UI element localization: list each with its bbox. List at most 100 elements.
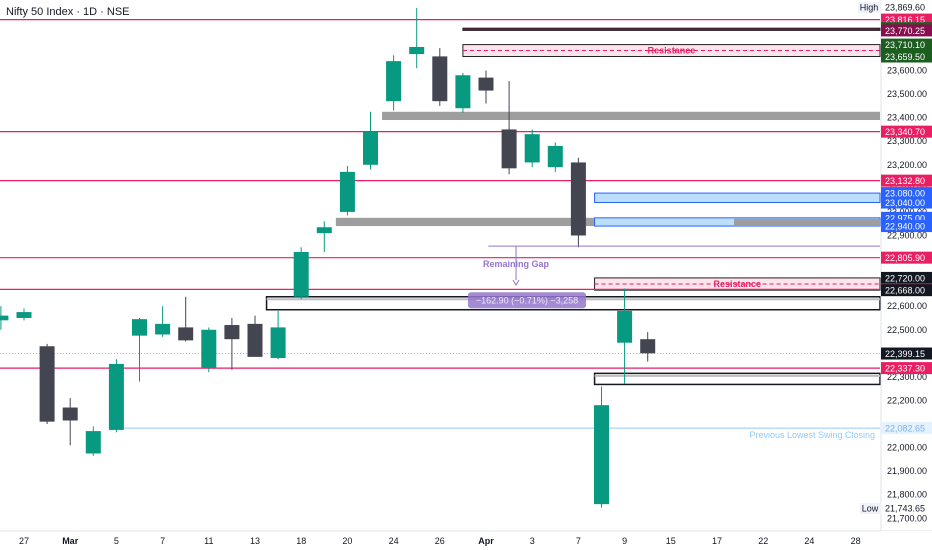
y-tick-label: 22,300.00 [887,372,927,382]
x-tick-label: 24 [804,536,814,546]
x-tick-label: 17 [712,536,722,546]
remaining-gap-label: Remaining Gap [483,259,550,269]
candle-up [409,46,425,55]
zone-blue [594,192,881,204]
candle-up [524,134,540,163]
x-tick-label: 7 [576,536,581,546]
candle-up [201,329,217,368]
zones-layer: Resistance Resistance [265,27,881,386]
candle-down [39,346,55,422]
x-tick-label: Apr [478,536,494,546]
zone-gray [382,111,880,121]
price-tag [881,220,932,233]
price-tag [881,196,932,209]
chart-title: Nifty 50 Index · 1D · NSE [6,6,130,18]
price-tag [881,362,932,375]
candle-up [547,145,563,168]
x-tick-label: 9 [622,536,627,546]
x-tick-label: 18 [296,536,306,546]
high-badge [858,2,880,13]
candle-up [316,227,332,234]
price-tag-label: 22,805.90 [885,253,925,263]
price-tag-label: 22,668.00 [885,286,925,296]
price-tag-label: 23,340.70 [885,127,925,137]
price-axis [881,0,932,531]
x-tick-label: 15 [666,536,676,546]
candle-down [178,327,194,341]
x-tick-label: 28 [851,536,861,546]
price-tag-label: 23,770.25 [885,26,925,36]
candle-up [386,61,402,102]
price-tag [881,347,932,360]
y-tick-label: 22,000.00 [887,443,927,453]
candle-up [363,131,378,165]
candle-up [108,363,124,430]
y-tick-label: 23,400.00 [887,113,927,123]
price-tag [881,187,932,200]
candle-down [501,129,517,169]
low-label: Low [862,504,879,514]
x-tick-label: 20 [342,536,352,546]
y-tick-label: 23,200.00 [887,160,927,170]
resistance-label: Resistance [648,46,696,56]
price-tag [881,284,932,297]
x-tick-label: 22 [758,536,768,546]
corner-area [881,531,932,550]
candle-up [594,405,609,505]
price-tag-label: 22,975.00 [885,213,925,223]
x-tick-label: 3 [530,536,535,546]
price-tag [881,422,932,435]
candle-up [85,431,101,454]
price-tag [881,251,932,264]
price-tag-label: 23,132.80 [885,176,925,186]
price-tag [881,174,932,187]
price-tag-label: 22,940.00 [885,222,925,232]
swing-line-label: Previous Lowest Swing Closing [749,430,875,440]
price-tag-label: 23,816.15 [885,15,925,25]
price-tag [881,1,932,13]
price-tag-label: 23,040.00 [885,198,925,208]
x-tick-label: 26 [435,536,445,546]
candle-up [455,75,471,109]
gap-arrow [512,279,520,286]
price-tag-label: 23,659.50 [885,52,925,62]
x-tick-label: 27 [19,536,29,546]
price-tag-label: 23,869.60 [885,3,925,13]
levels-layer: Previous Lowest Swing Closing [0,18,880,440]
zone-black-box-fill [594,374,880,377]
price-tag [881,502,932,514]
measure-badge [468,292,586,309]
x-tick-label: 7 [160,536,165,546]
x-tick-label: 11 [204,536,213,546]
price-tag [881,125,932,138]
x-tick-label: Mar [62,536,79,546]
y-tick-label: 22,900.00 [887,230,927,240]
price-tag-label: 23,080.00 [885,189,925,199]
price-tag-label: 23,710.10 [885,40,925,50]
annotations-layer: Remaining Gap −162.90 (−0.71%) −3,258 [468,245,880,309]
measure-label: −162.90 (−0.71%) −3,258 [476,295,578,305]
price-tag [881,271,932,284]
candle-down [478,77,494,91]
high-label: High [860,3,879,13]
y-tick-label: 22,600.00 [887,301,927,311]
price-tag-label: 22,399.15 [885,349,925,359]
price-tag-label: 21,743.65 [885,504,925,514]
candle-up [617,310,633,343]
y-tick-label: 21,900.00 [887,466,927,476]
x-tick-label: 24 [389,536,399,546]
candle-up [293,251,309,297]
candle-down [247,323,263,357]
y-tick-label: 23,500.00 [887,89,927,99]
candle-up [132,319,147,336]
candle-down [570,162,586,236]
price-tag-label: 22,720.00 [885,273,925,283]
resistance-label: Resistance [714,279,762,289]
candle-up [0,315,9,321]
y-tick-label: 23,300.00 [887,136,927,146]
candle-up [270,327,286,359]
y-tick-label: 22,200.00 [887,395,927,405]
price-tag [881,50,932,63]
